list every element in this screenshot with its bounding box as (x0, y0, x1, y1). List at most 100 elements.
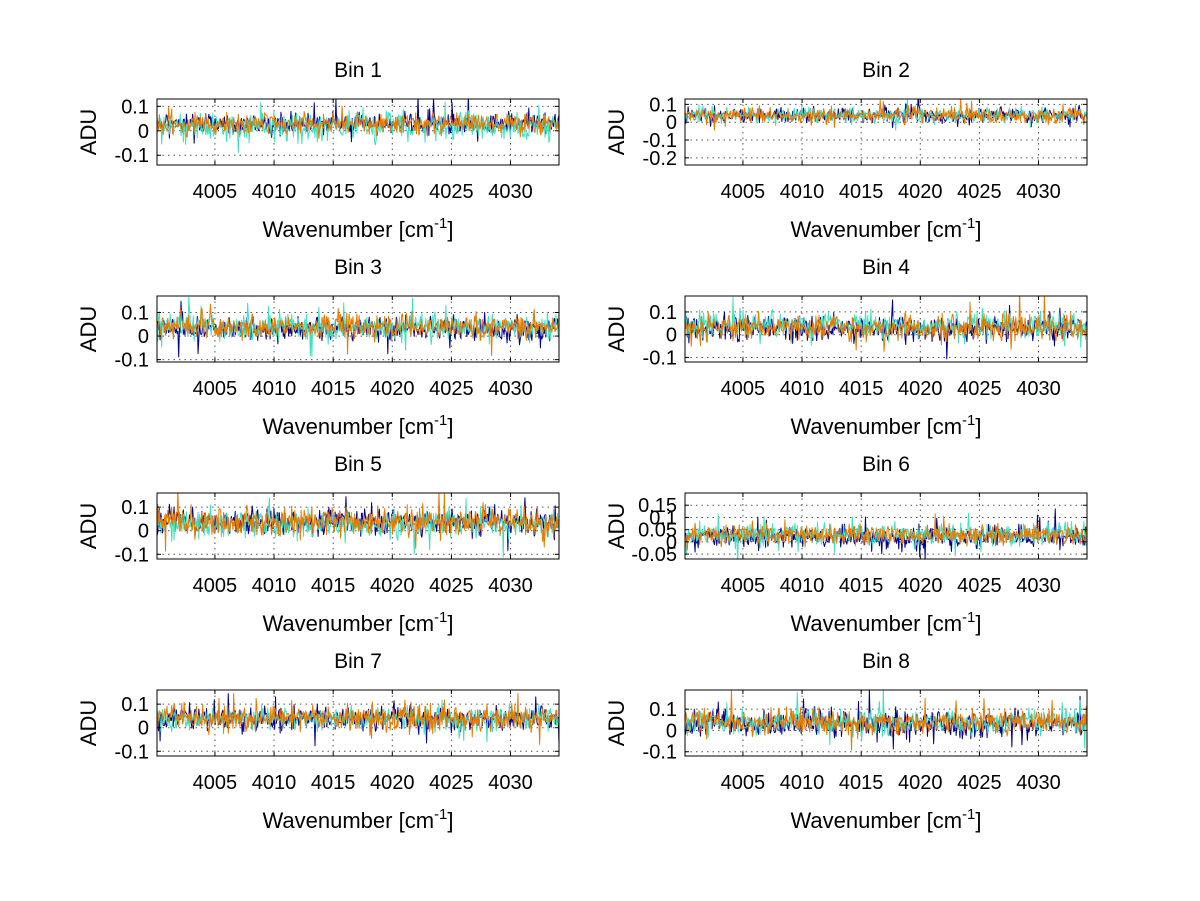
x-tick-label: 4020 (898, 181, 943, 203)
x-tick-label: 4005 (193, 181, 238, 203)
x-tick-label: 4020 (898, 575, 943, 597)
plot-area (156, 689, 560, 757)
x-tick-label: 4020 (898, 772, 943, 794)
x-tick-label: 4030 (488, 575, 533, 597)
x-tick-label: 4015 (839, 575, 884, 597)
y-axis-label: ADU (76, 306, 101, 352)
y-axis-label: ADU (76, 109, 101, 155)
series-line-3 (685, 690, 1087, 751)
x-tick-label: 4015 (839, 772, 884, 794)
x-tick-label: 4020 (370, 378, 415, 400)
x-tick-label: 4005 (721, 181, 766, 203)
x-tick-label: 4025 (429, 772, 474, 794)
x-tick-label: 4015 (839, 378, 884, 400)
x-tick-label: 4010 (252, 575, 297, 597)
y-axis-label: ADU (604, 109, 629, 155)
x-axis-label: Wavenumber [cm-1] (790, 412, 981, 439)
subplot-bin-3: 4005 4010 4015 4020 4025 4030 -0.100.1 Bin 3 ADU… (76, 256, 560, 439)
y-tick-label: -0.1 (115, 544, 149, 566)
x-tick-label: 4020 (370, 575, 415, 597)
y-axis-label: ADU (604, 503, 629, 549)
y-axis-label: ADU (604, 306, 629, 352)
x-tick-label: 4025 (429, 575, 474, 597)
x-tick-label: 4010 (252, 378, 297, 400)
y-tick-label: 0 (138, 326, 149, 348)
y-tick-label: -0.05 (631, 544, 677, 566)
y-tick-label: -0.1 (643, 130, 677, 152)
y-tick-label: 0.1 (121, 497, 149, 519)
x-tick-label: 4020 (370, 181, 415, 203)
y-tick-label: 0.1 (121, 694, 149, 716)
x-tick-label: 4015 (839, 181, 884, 203)
x-tick-label: 4030 (1016, 772, 1061, 794)
x-tick-label: 4025 (957, 772, 1002, 794)
x-axis-label: Wavenumber [cm-1] (790, 806, 981, 833)
x-tick-label: 4010 (780, 772, 825, 794)
plot-area (156, 98, 560, 166)
x-tick-label: 4020 (370, 772, 415, 794)
series-line-3 (685, 99, 1087, 131)
x-tick-label: 4005 (721, 378, 766, 400)
subplot-bin-6: 4005 4010 4015 4020 4025 4030 -0.0500.050.10.1… (604, 453, 1088, 636)
series-line-3 (157, 105, 559, 139)
subplot-title: Bin 2 (862, 59, 910, 82)
x-tick-label: 4015 (311, 378, 356, 400)
series-line-3 (685, 296, 1087, 352)
subplot-bin-4: 4005 4010 4015 4020 4025 4030 -0.100.1 Bin 4 ADU… (604, 256, 1088, 439)
y-tick-label: -0.1 (115, 350, 149, 372)
x-tick-label: 4030 (1016, 378, 1061, 400)
x-tick-label: 4015 (311, 772, 356, 794)
plot-area (684, 295, 1088, 363)
y-tick-label: -0.1 (115, 145, 149, 167)
y-tick-label: 0.1 (649, 699, 677, 721)
y-axis-label: ADU (604, 700, 629, 746)
x-tick-label: 4030 (1016, 575, 1061, 597)
y-tick-label: 0.1 (649, 302, 677, 324)
y-tick-label: 0.15 (638, 495, 677, 517)
x-tick-label: 4030 (1016, 181, 1061, 203)
y-tick-label: 0.1 (121, 96, 149, 118)
x-axis-label: Wavenumber [cm-1] (790, 215, 981, 242)
subplot-bin-1: 4005 4010 4015 4020 4025 4030 -0.10 0.1 Bin 1 ADU… (76, 59, 560, 242)
subplot-title: Bin 5 (334, 453, 382, 476)
y-tick-label: -0.1 (643, 742, 677, 764)
x-tick-label: 4030 (488, 181, 533, 203)
x-axis-label: Wavenumber [cm-1] (262, 806, 453, 833)
x-tick-label: 4005 (193, 772, 238, 794)
series-line-3 (157, 493, 559, 552)
y-tick-label: 0.1 (649, 507, 677, 529)
y-tick-label: -0.1 (115, 741, 149, 763)
plot-area (156, 492, 560, 560)
series-line-3 (157, 692, 559, 745)
y-axis-label: ADU (76, 503, 101, 549)
y-tick-label: 0.1 (649, 94, 677, 116)
plot-area (684, 98, 1088, 166)
y-tick-label: 0 (666, 720, 677, 742)
x-tick-label: 4005 (193, 575, 238, 597)
subplot-title: Bin 4 (862, 256, 910, 279)
x-tick-label: 4020 (898, 378, 943, 400)
x-tick-label: 4030 (488, 772, 533, 794)
series-line-3 (157, 303, 559, 356)
y-tick-label: -0.1 (643, 347, 677, 369)
subplot-bin-7: 4005 4010 4015 4020 4025 4030 -0.100.1 Bin 7 ADU… (76, 650, 560, 833)
x-tick-label: 4005 (721, 772, 766, 794)
subplot-bin-8: 4005 4010 4015 4020 4025 4030 -0.100.1 Bin 8 ADU… (604, 650, 1088, 833)
x-tick-label: 4025 (957, 181, 1002, 203)
y-tick-label: 0 (138, 121, 149, 143)
x-tick-label: 4005 (193, 378, 238, 400)
subplot-title: Bin 3 (334, 256, 382, 279)
x-tick-label: 4015 (311, 181, 356, 203)
x-tick-label: 4010 (780, 575, 825, 597)
y-tick-label: 0.1 (121, 303, 149, 325)
y-tick-label: 0 (666, 112, 677, 134)
plot-area (156, 295, 560, 363)
x-tick-label: 4010 (252, 772, 297, 794)
subplot-title: Bin 6 (862, 453, 910, 476)
y-axis-label: ADU (76, 700, 101, 746)
x-tick-label: 4030 (488, 378, 533, 400)
plot-area (684, 689, 1088, 757)
y-tick-label: 0 (666, 325, 677, 347)
series-line-3 (685, 513, 1087, 551)
